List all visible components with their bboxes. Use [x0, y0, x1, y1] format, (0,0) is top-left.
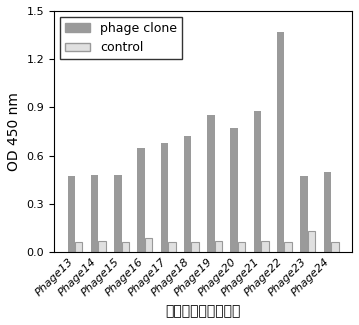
Bar: [114, 175, 122, 252]
Y-axis label: OD 450 nm: OD 450 nm: [7, 92, 21, 171]
Bar: [168, 242, 176, 252]
Bar: [207, 115, 215, 252]
Bar: [215, 241, 222, 252]
Bar: [277, 32, 284, 252]
Legend: phage clone, control: phage clone, control: [60, 17, 182, 59]
Bar: [238, 242, 246, 252]
Bar: [67, 176, 75, 252]
Bar: [300, 176, 308, 252]
Bar: [122, 242, 129, 252]
Bar: [254, 111, 261, 252]
Bar: [191, 242, 199, 252]
Bar: [75, 242, 83, 252]
Bar: [145, 238, 152, 252]
Bar: [184, 136, 191, 252]
Bar: [284, 242, 292, 252]
Bar: [137, 148, 145, 252]
Bar: [91, 175, 98, 252]
Bar: [331, 242, 339, 252]
Bar: [308, 231, 315, 252]
Bar: [160, 143, 168, 252]
X-axis label: 噬菌体展示纳米抗体: 噬菌体展示纳米抗体: [165, 304, 241, 318]
Bar: [323, 172, 331, 252]
Bar: [98, 241, 106, 252]
Bar: [230, 128, 238, 252]
Bar: [261, 241, 269, 252]
